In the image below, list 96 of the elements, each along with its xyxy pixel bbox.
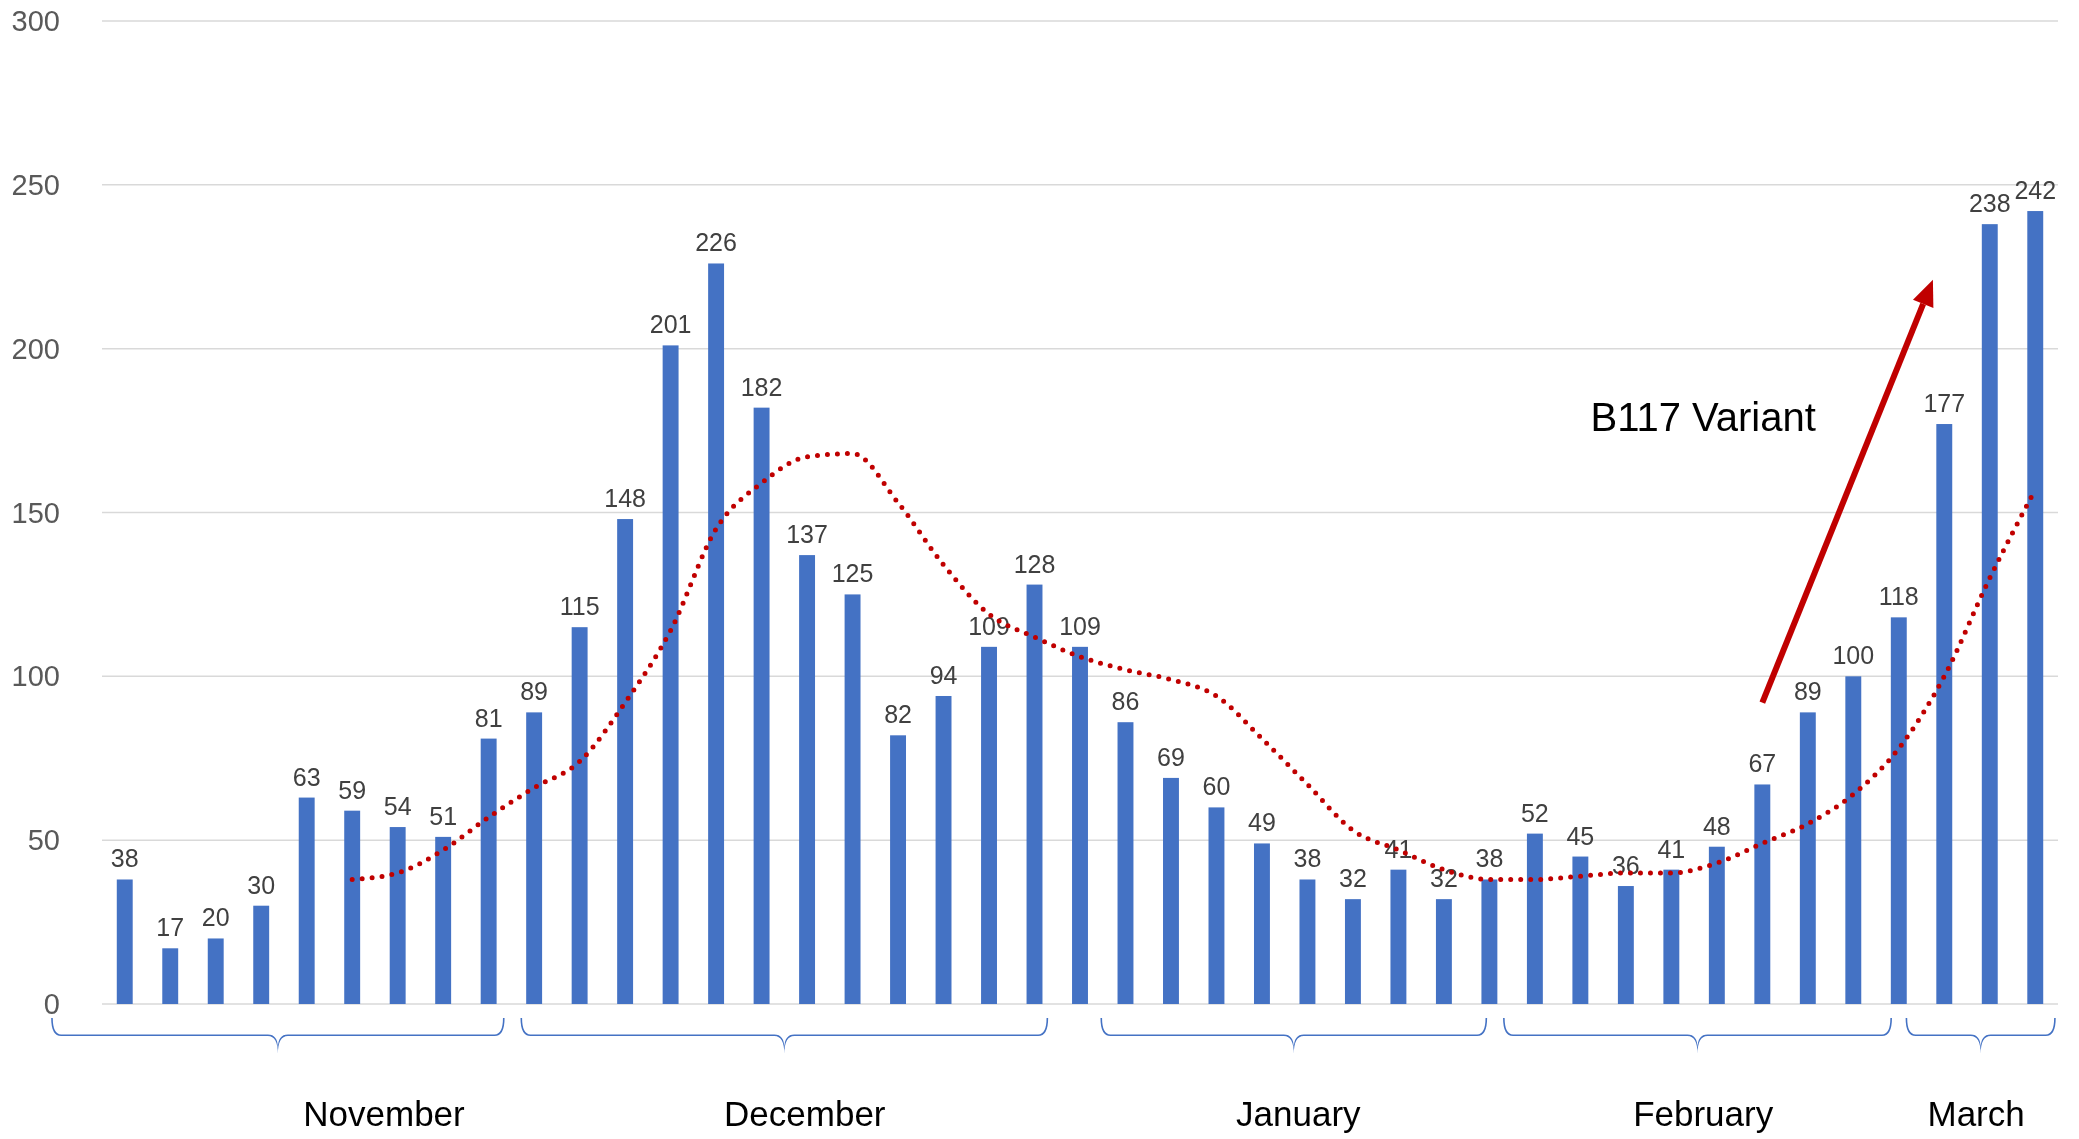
- text: February: [1633, 1094, 1774, 1133]
- bar: [1299, 879, 1316, 1004]
- bar: [1344, 899, 1361, 1004]
- bar: [1072, 646, 1088, 1004]
- data-label: 67: [1748, 749, 1777, 778]
- bar: [617, 519, 634, 1004]
- bar: [526, 712, 543, 1004]
- bar: [935, 695, 952, 1004]
- data-label: 38: [110, 844, 139, 873]
- bar: [1663, 869, 1680, 1004]
- text: March: [1927, 1094, 2025, 1133]
- data-label: 38: [1475, 844, 1504, 873]
- bar: [799, 555, 816, 1004]
- bar: [435, 836, 452, 1004]
- text: January: [1236, 1094, 1362, 1133]
- data-label: 242: [2014, 176, 2057, 205]
- data-label: 20: [201, 903, 230, 932]
- data-label: 32: [1430, 864, 1458, 893]
- data-label: 89: [1793, 677, 1822, 706]
- bar: [1617, 886, 1634, 1004]
- data-label: 82: [884, 700, 912, 729]
- data-label: 60: [1202, 772, 1231, 801]
- y-tick-label: 200: [11, 332, 60, 365]
- bar: [890, 735, 907, 1004]
- bar: [1481, 879, 1498, 1004]
- bar: [1526, 833, 1543, 1004]
- data-label: 118: [1878, 582, 1919, 611]
- data-label: 49: [1248, 808, 1276, 837]
- data-label: 94: [929, 660, 958, 689]
- data-label: 30: [247, 870, 276, 899]
- bar: [1936, 424, 1953, 1004]
- data-label: 109: [1059, 611, 1101, 640]
- data-label: 201: [649, 310, 692, 339]
- bar: [162, 948, 179, 1004]
- data-label: 125: [831, 559, 874, 588]
- bar: [1890, 617, 1907, 1004]
- bar: [207, 938, 224, 1004]
- data-label: 51: [429, 801, 458, 830]
- bar: [1117, 722, 1134, 1004]
- data-label: 63: [292, 762, 321, 791]
- bar: [1981, 224, 1998, 1004]
- data-label: 48: [1702, 811, 1731, 840]
- bar: [981, 646, 997, 1004]
- data-label: 177: [1923, 389, 1966, 418]
- data-label: 81: [474, 703, 503, 732]
- y-tick-label: 50: [27, 824, 60, 857]
- data-label: 238: [1968, 189, 2011, 218]
- bar: [1754, 784, 1771, 1004]
- data-label: 137: [786, 520, 828, 549]
- bar: [480, 738, 497, 1004]
- bar: [753, 407, 770, 1004]
- bar: [2027, 211, 2044, 1004]
- data-label: 41: [1657, 834, 1686, 863]
- data-label: 115: [559, 592, 600, 621]
- data-label: 69: [1157, 742, 1185, 771]
- bar: [1208, 807, 1225, 1004]
- data-label: 86: [1111, 687, 1140, 716]
- bar: [844, 594, 861, 1004]
- data-label: 59: [338, 775, 367, 804]
- data-label: 182: [740, 372, 783, 401]
- data-label: 54: [383, 792, 412, 821]
- y-tick-label: 300: [11, 5, 60, 38]
- bar: [344, 810, 361, 1004]
- data-label: 17: [156, 913, 185, 942]
- bar: [571, 627, 588, 1004]
- y-tick-label: 0: [43, 988, 60, 1021]
- bar: [1845, 676, 1862, 1004]
- bar: [116, 879, 133, 1004]
- bar: [1708, 846, 1725, 1004]
- bar: [389, 827, 406, 1004]
- data-label: 32: [1339, 864, 1367, 893]
- bar: [662, 345, 679, 1004]
- bar: [1163, 777, 1179, 1004]
- data-label: 89: [520, 677, 549, 706]
- y-tick-label: 100: [11, 660, 60, 693]
- data-label: 100: [1832, 641, 1875, 670]
- bar: [708, 263, 725, 1004]
- text: December: [724, 1094, 886, 1133]
- bar: [253, 905, 270, 1004]
- data-label: 128: [1013, 549, 1056, 578]
- text: November: [303, 1094, 466, 1133]
- y-tick-label: 250: [11, 168, 60, 201]
- bar: [1435, 899, 1452, 1004]
- bar: [1026, 584, 1043, 1004]
- bar: [1253, 843, 1270, 1004]
- data-label: 226: [695, 228, 737, 257]
- bar: [1390, 869, 1407, 1004]
- bar: [1572, 856, 1589, 1004]
- bar: [1799, 712, 1816, 1004]
- bar: [298, 797, 315, 1004]
- data-label: 52: [1520, 798, 1549, 827]
- data-label: 45: [1566, 821, 1595, 850]
- data-label: 38: [1293, 844, 1322, 873]
- y-tick-label: 150: [11, 496, 60, 529]
- data-label: 148: [604, 484, 646, 513]
- annotation: B117 Variant: [1590, 394, 1816, 439]
